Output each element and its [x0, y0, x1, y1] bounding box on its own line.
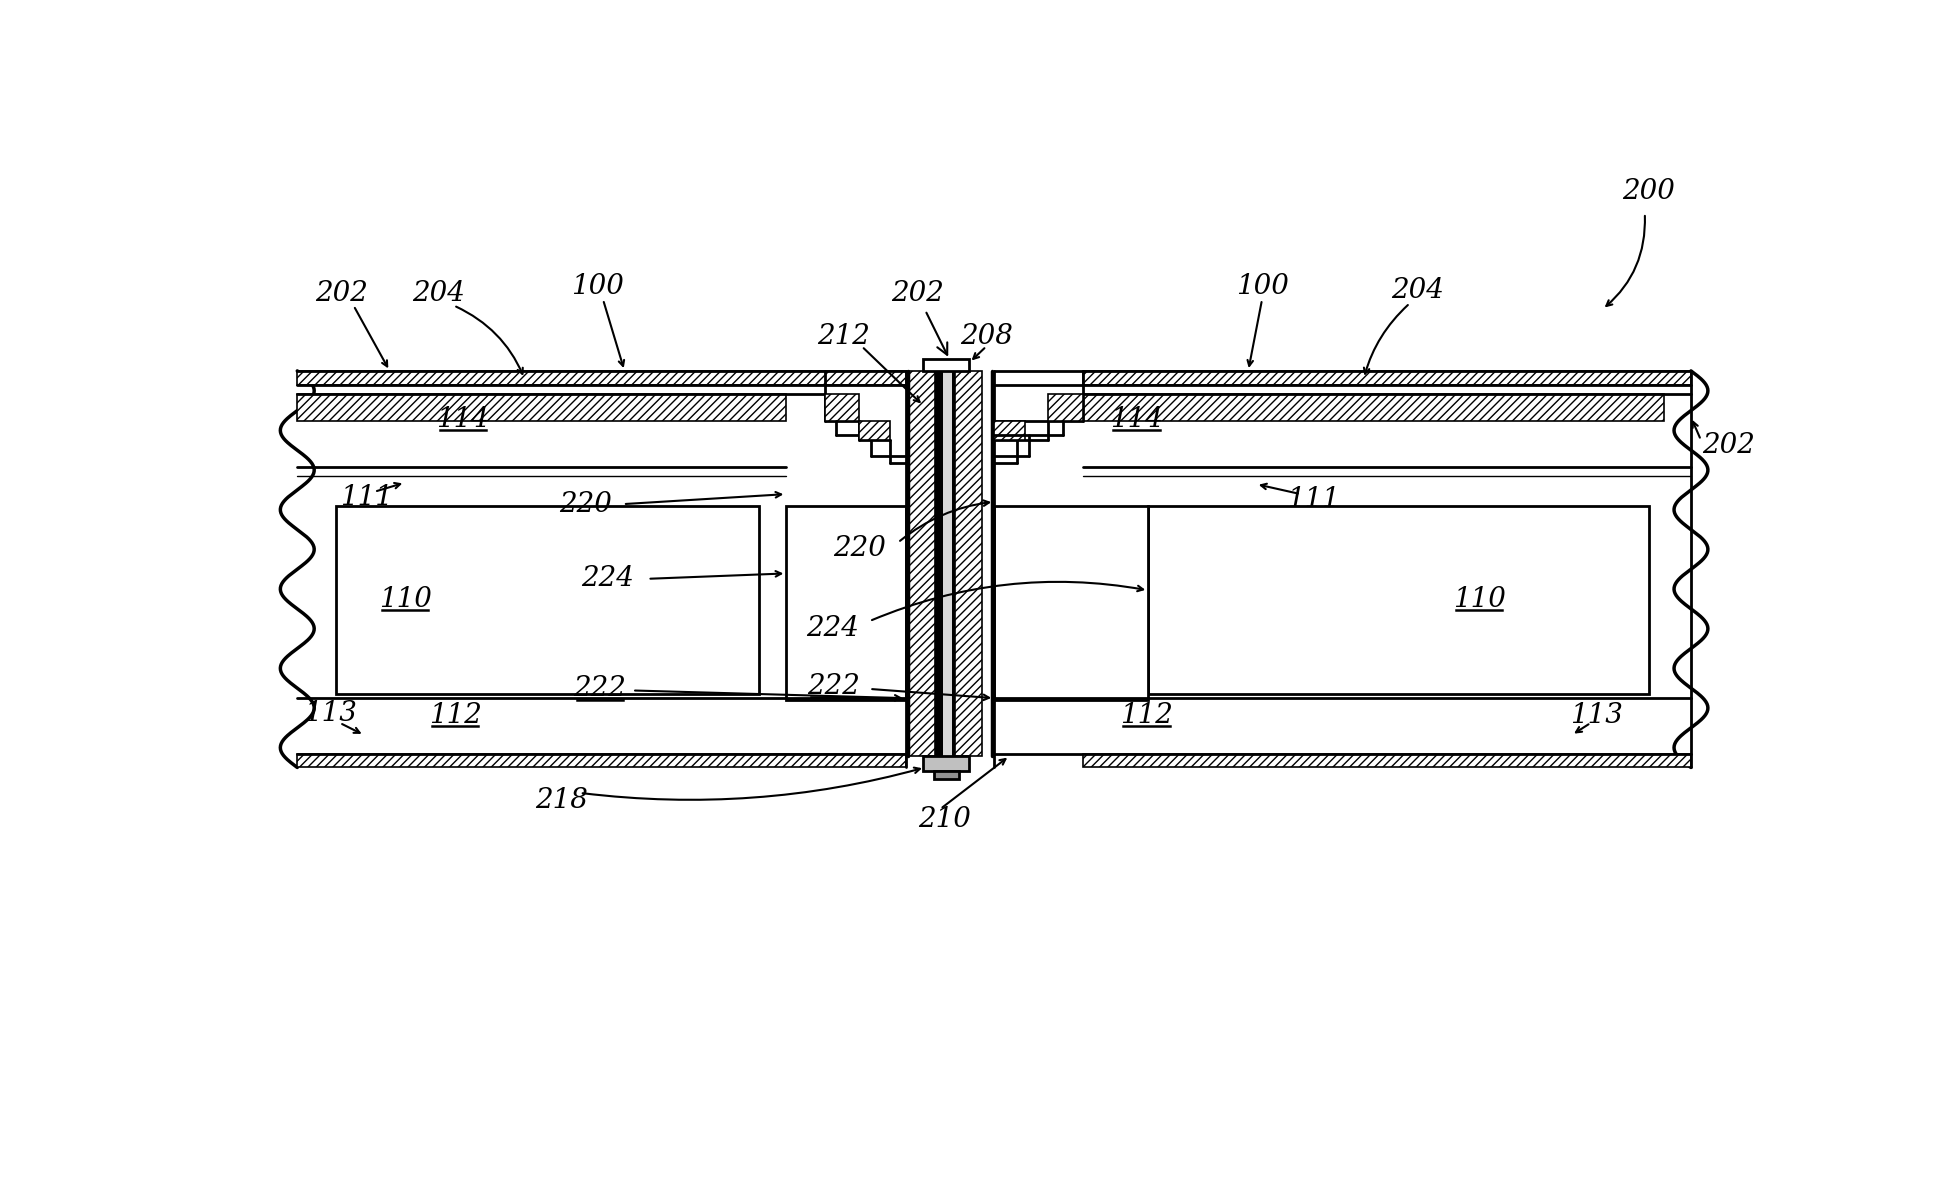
Text: 100: 100 — [1235, 273, 1289, 300]
Text: 110: 110 — [1452, 586, 1507, 613]
Text: 202: 202 — [890, 280, 948, 355]
Bar — [824, 394, 859, 420]
Text: 224: 224 — [582, 565, 634, 592]
Text: 204: 204 — [1390, 277, 1445, 303]
Text: 204: 204 — [411, 280, 465, 308]
Text: 210: 210 — [917, 805, 971, 833]
Text: 218: 218 — [535, 787, 588, 815]
Text: 113: 113 — [1571, 702, 1623, 728]
Bar — [907, 371, 935, 756]
Bar — [1148, 506, 1648, 695]
Text: 222: 222 — [807, 673, 861, 700]
Text: 220: 220 — [834, 534, 886, 562]
Text: 220: 220 — [560, 491, 613, 518]
Text: 100: 100 — [572, 273, 624, 300]
Bar — [923, 756, 970, 772]
Text: 111: 111 — [339, 484, 394, 512]
Bar — [923, 359, 970, 371]
Bar — [335, 506, 760, 695]
Bar — [297, 371, 906, 385]
Bar — [859, 420, 890, 440]
Text: 202: 202 — [314, 280, 368, 308]
Bar — [952, 371, 954, 756]
Text: 112: 112 — [1121, 702, 1173, 728]
Text: 111: 111 — [1287, 486, 1340, 513]
Bar — [935, 371, 942, 756]
Text: 112: 112 — [429, 702, 481, 728]
Bar — [942, 371, 952, 756]
Bar — [297, 754, 906, 768]
Bar — [1082, 371, 1691, 385]
Bar — [935, 772, 958, 779]
Bar — [297, 394, 785, 420]
Text: 212: 212 — [818, 322, 871, 350]
Text: 114: 114 — [436, 406, 489, 432]
Bar — [1047, 394, 1082, 420]
Text: 224: 224 — [807, 616, 859, 642]
Bar — [785, 506, 906, 700]
Bar — [1082, 394, 1664, 420]
Text: 113: 113 — [304, 700, 357, 727]
Bar — [954, 371, 981, 756]
Bar — [995, 420, 1026, 440]
Bar — [995, 506, 1148, 700]
Bar — [1082, 754, 1691, 768]
Text: 222: 222 — [574, 676, 626, 702]
Text: 208: 208 — [960, 322, 1012, 350]
Text: 114: 114 — [1111, 406, 1163, 432]
Text: 202: 202 — [1702, 432, 1755, 459]
Text: 110: 110 — [378, 586, 432, 613]
Text: 200: 200 — [1623, 179, 1675, 205]
